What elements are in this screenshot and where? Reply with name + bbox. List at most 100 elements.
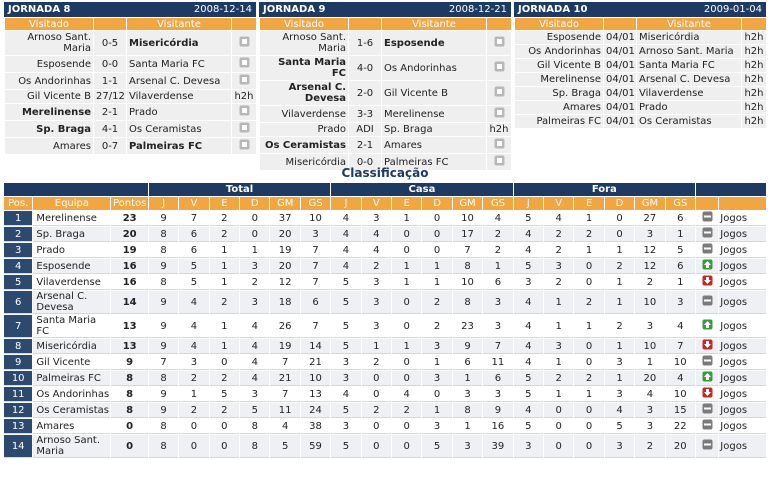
stat: 3: [422, 371, 452, 386]
trend-icon: [702, 439, 713, 450]
match-icon[interactable]: [239, 74, 250, 85]
away-team: Santa Maria FC: [127, 56, 231, 72]
match-row: Os Andorinhas 04/01 Arnoso Sant. Maria h2h: [515, 45, 766, 58]
games-link[interactable]: Jogos: [720, 276, 748, 288]
points: 9: [111, 355, 148, 370]
stat: 20: [270, 259, 300, 274]
h2h-link[interactable]: h2h: [744, 116, 764, 127]
h2h-link[interactable]: h2h: [744, 88, 764, 99]
column-label: V: [179, 197, 209, 210]
match-icon[interactable]: [239, 122, 250, 133]
games-link[interactable]: Jogos: [720, 440, 748, 452]
stat: 4: [179, 315, 209, 338]
h2h-link[interactable]: h2h: [744, 60, 764, 71]
stat: 8: [148, 275, 179, 290]
stat: 1: [604, 291, 635, 314]
stat: 8: [240, 419, 270, 434]
round-panel: JORNADA 8 2008-12-14 Visitado Visitante Arno…: [4, 2, 256, 171]
home-team: Os Andorinhas: [5, 73, 93, 89]
games-link-cell: Jogos: [719, 291, 766, 314]
stat: 4: [331, 211, 361, 226]
team: Os Ceramistas: [33, 403, 111, 418]
stat: 9: [148, 315, 179, 338]
h2h-link[interactable]: h2h: [744, 32, 764, 43]
trend-icon: [702, 275, 713, 286]
standing-row: 6 Arsenal C. Devesa 14 9 4 2 3 18 6 5 3 0 2 8 3 4 1 2 1 10 3…: [4, 291, 766, 314]
stat: 6: [179, 227, 209, 242]
stat: 7: [300, 243, 331, 258]
result: 04/01: [604, 101, 636, 114]
match-icon[interactable]: [239, 139, 250, 150]
stat: 5: [422, 435, 452, 458]
h2h-link[interactable]: h2h: [234, 91, 254, 102]
match-row: Esposende 04/01 Misericórdia h2h: [515, 31, 766, 44]
match-row: Palmeiras FC 04/01 Os Ceramistas h2h: [515, 115, 766, 128]
stat: 9: [483, 403, 513, 418]
h2h-link[interactable]: h2h: [744, 102, 764, 113]
match-icon[interactable]: [239, 105, 250, 116]
standing-row: 7 Santa Maria FC 13 9 4 1 4 26 7 5 3 0 2 23 3 4 1 1 2 3 4 Jog…: [4, 315, 766, 338]
match-icon[interactable]: [494, 86, 505, 97]
games-link[interactable]: Jogos: [720, 372, 748, 384]
stat: 1: [392, 259, 422, 274]
home-team: Esposende: [5, 56, 93, 72]
position: 9: [4, 355, 33, 370]
trend: [696, 419, 719, 434]
team: Gil Vicente: [33, 355, 111, 370]
games-link[interactable]: Jogos: [720, 356, 748, 368]
stat: 0: [422, 211, 452, 226]
h2h-link[interactable]: h2h: [744, 46, 764, 57]
column-label: V: [361, 197, 392, 210]
standing-row: 3 Prado 19 8 6 1 1 19 7 4 4 0 0 7 2 4 2 1 1 12 5 Jogos: [4, 243, 766, 258]
games-link[interactable]: Jogos: [720, 260, 748, 272]
trend: [696, 355, 719, 370]
position: 7: [4, 315, 33, 338]
match-icon[interactable]: [494, 138, 505, 149]
stat: 0: [179, 419, 209, 434]
away-team: Arsenal C. Devesa: [637, 73, 741, 86]
match-icon[interactable]: [494, 155, 505, 166]
match-icon[interactable]: [494, 36, 505, 47]
stat: 1: [209, 339, 240, 354]
stat: 23: [452, 315, 483, 338]
h2h-link[interactable]: h2h: [489, 124, 509, 135]
stat: 21: [270, 371, 300, 386]
h2h-link[interactable]: h2h: [744, 74, 764, 85]
games-link[interactable]: Jogos: [720, 340, 748, 352]
stat: 18: [270, 291, 300, 314]
team: Arnoso Sant. Maria: [33, 435, 111, 458]
match-row: Esposende 0-0 Santa Maria FC: [5, 56, 256, 72]
stat: 10: [665, 355, 695, 370]
games-link[interactable]: Jogos: [720, 244, 748, 256]
match-link: h2h: [487, 123, 511, 136]
games-link[interactable]: Jogos: [720, 388, 748, 400]
stat: 3: [544, 259, 574, 274]
match-icon[interactable]: [494, 61, 505, 72]
match-icon[interactable]: [239, 36, 250, 47]
games-link[interactable]: Jogos: [720, 296, 748, 308]
games-link[interactable]: Jogos: [720, 228, 748, 240]
stat: 2: [574, 371, 604, 386]
games-link[interactable]: Jogos: [720, 212, 748, 224]
trend: [696, 435, 719, 458]
rounds: JORNADA 8 2008-12-14 Visitado Visitante Arno…: [4, 2, 766, 171]
points: 19: [111, 243, 148, 258]
stat: 1: [544, 387, 574, 402]
stat: 3: [513, 435, 544, 458]
trend: [696, 387, 719, 402]
away-team: Sp. Braga: [382, 123, 486, 136]
home-team: Arsenal C. Devesa: [260, 81, 348, 105]
stat: 4: [240, 339, 270, 354]
games-link[interactable]: Jogos: [720, 320, 748, 332]
match-icon[interactable]: [494, 107, 505, 118]
position: 2: [4, 227, 33, 242]
stat: 2: [635, 275, 665, 290]
trend-icon: [702, 227, 713, 238]
position: 6: [4, 291, 33, 314]
stat: 59: [300, 435, 331, 458]
column-label: GM: [635, 197, 665, 210]
games-link[interactable]: Jogos: [720, 420, 748, 432]
match-row: Misericórdia 0-0 Palmeiras FC: [260, 154, 511, 170]
games-link[interactable]: Jogos: [720, 404, 748, 416]
match-icon[interactable]: [239, 57, 250, 68]
